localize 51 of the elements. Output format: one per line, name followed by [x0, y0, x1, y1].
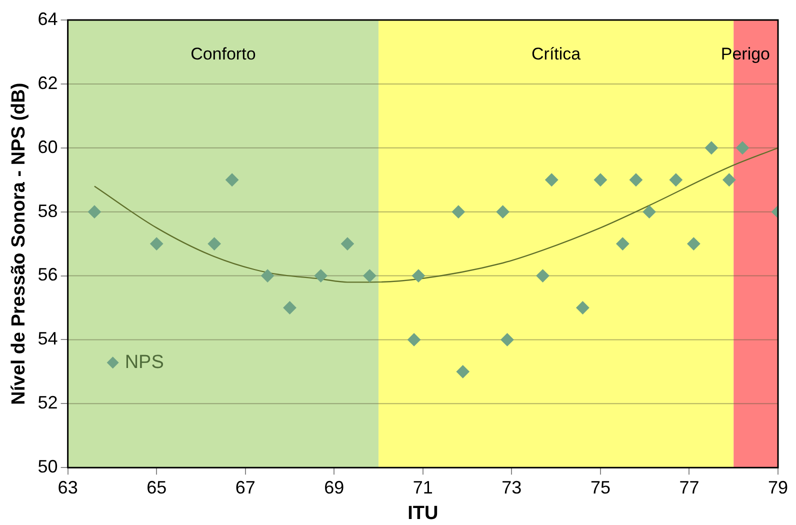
point — [150, 237, 164, 250]
point — [629, 173, 642, 186]
point — [452, 205, 465, 218]
y-tick-label: 58 — [38, 200, 58, 221]
y-tick-label: 52 — [38, 392, 58, 413]
point — [261, 269, 274, 282]
point — [576, 301, 590, 314]
x-tick-label: 67 — [235, 477, 256, 498]
point — [594, 173, 607, 186]
x-tick-label: 77 — [679, 477, 700, 498]
band-label: Crítica — [532, 44, 582, 64]
point — [208, 237, 221, 250]
y-tick-label: 62 — [38, 72, 58, 93]
y-axis-title: Nível de Pressão Sonora - NPS (dB) — [8, 82, 30, 405]
x-tick-label: 73 — [502, 477, 522, 498]
point — [408, 333, 421, 346]
point — [340, 237, 354, 250]
y-tick-label: 56 — [38, 264, 58, 285]
point — [283, 301, 296, 314]
point — [314, 269, 328, 282]
x-axis-title: ITU — [408, 502, 438, 524]
x-tick-label: 69 — [324, 477, 344, 498]
point — [226, 173, 239, 186]
x-tick-label: 65 — [146, 477, 167, 498]
point — [642, 205, 656, 218]
band-label: Conforto — [190, 44, 256, 64]
band-label: Perigo — [720, 44, 770, 64]
point — [736, 141, 749, 154]
point — [500, 333, 514, 346]
point — [88, 205, 101, 218]
point — [704, 141, 718, 154]
x-tick-label: 75 — [590, 477, 610, 498]
point — [363, 269, 376, 282]
y-tick-label: 64 — [38, 8, 58, 29]
point — [687, 237, 700, 250]
point — [412, 269, 425, 282]
x-tick-label: 79 — [768, 477, 788, 498]
point — [496, 205, 510, 218]
point — [536, 269, 550, 282]
point — [545, 173, 558, 186]
y-tick-label: 60 — [38, 136, 58, 157]
y-tick-label: 50 — [38, 456, 58, 477]
x-tick-label: 63 — [58, 477, 78, 498]
line-series — [94, 147, 778, 283]
point — [722, 173, 736, 186]
legend-label: NPS — [124, 352, 164, 373]
point — [456, 365, 470, 378]
point — [616, 237, 630, 250]
x-tick-label: 71 — [412, 477, 433, 498]
y-tick-label: 54 — [38, 328, 58, 349]
point — [669, 173, 682, 186]
